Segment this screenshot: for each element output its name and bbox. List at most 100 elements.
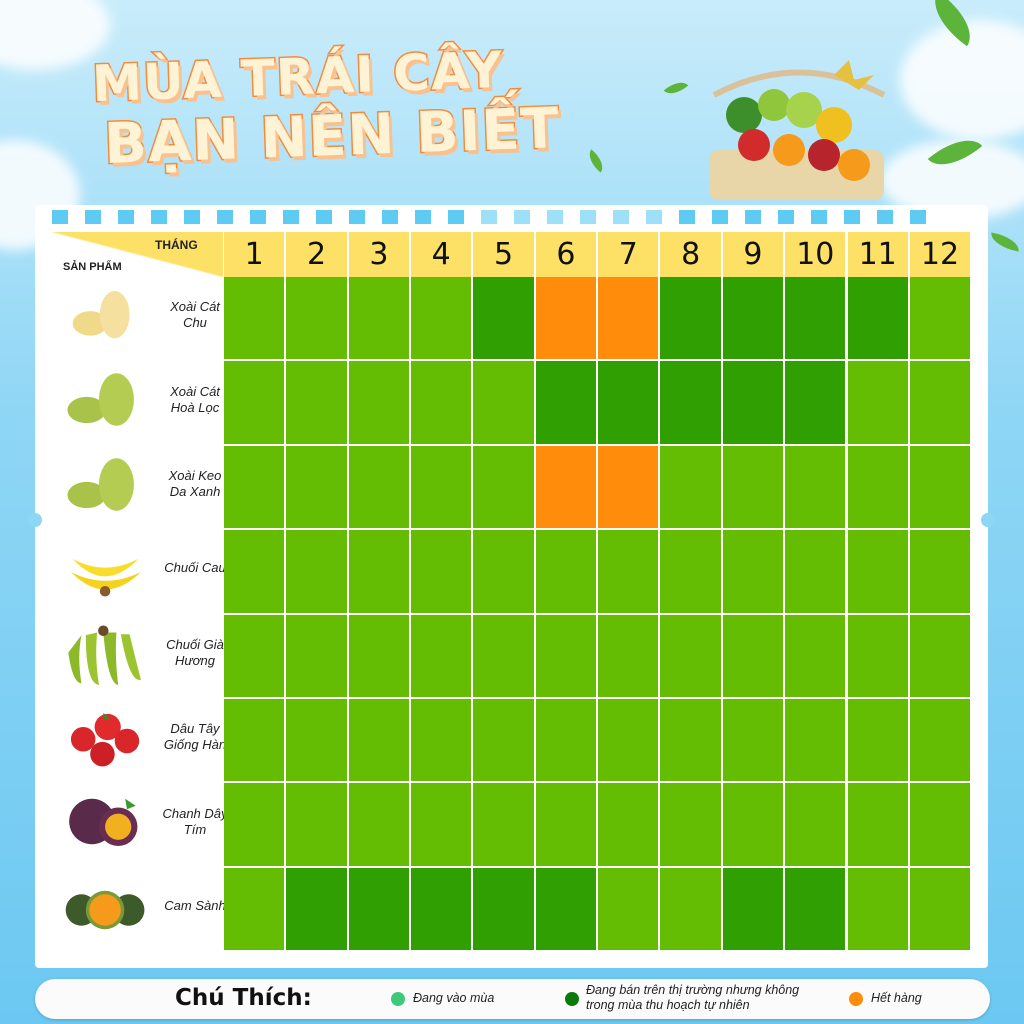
season-cell-sale	[473, 277, 534, 360]
season-cell-in	[348, 783, 410, 866]
passion-fruit-image	[69, 799, 138, 847]
season-cell-in	[411, 783, 472, 866]
season-cell-in	[722, 530, 784, 613]
product-name: Cam Sành	[164, 897, 226, 913]
border-dot	[415, 210, 431, 224]
season-cell-in	[286, 445, 347, 529]
border-dot	[481, 210, 497, 224]
border-dot	[910, 210, 926, 224]
season-cell-in	[224, 530, 285, 613]
product-name: Xoài Cát Chu	[170, 299, 220, 331]
season-cell-in	[785, 445, 846, 529]
season-cell-out	[535, 445, 597, 529]
border-dot	[613, 210, 629, 224]
season-cell-sale	[348, 867, 410, 951]
season-cell-in	[348, 277, 410, 360]
season-cell-sale	[785, 361, 846, 444]
month-header-9: 9	[722, 232, 784, 277]
legend-label-on-sale: Đang bán trên thị trường nhưng không tro…	[586, 983, 800, 1012]
season-cell-sale	[785, 277, 846, 360]
season-cell-sale	[847, 277, 908, 360]
season-cell-sale	[286, 867, 347, 951]
border-dot	[316, 210, 332, 224]
product-header-label: SẢN PHẨM	[63, 261, 122, 273]
season-cell-in	[722, 614, 784, 697]
border-dot	[712, 210, 728, 224]
season-cell-in	[785, 614, 846, 697]
strawberry-image	[70, 713, 140, 767]
season-cell-sale	[411, 867, 472, 951]
season-cell-in	[473, 361, 534, 444]
season-cell-in	[286, 277, 347, 360]
season-cell-in	[411, 361, 472, 444]
season-cell-in	[660, 783, 721, 866]
season-cell-sale	[660, 361, 721, 444]
season-cell-in	[660, 445, 721, 529]
card-notch	[28, 513, 42, 527]
card-notch	[981, 513, 995, 527]
green-mango-image	[67, 458, 134, 511]
fruit-basket-image	[709, 60, 886, 200]
border-dot	[184, 210, 200, 224]
season-cell-in	[847, 783, 908, 866]
border-dot	[52, 210, 68, 224]
season-cell-in	[286, 361, 347, 444]
season-cell-sale	[473, 867, 534, 951]
header-corner	[52, 232, 223, 277]
season-cell-in	[535, 699, 597, 782]
yellow-mango-image	[72, 291, 130, 339]
season-cell-in	[286, 783, 347, 866]
season-cell-in	[909, 867, 971, 951]
month-header-6: 6	[535, 232, 597, 277]
green-banana-image	[68, 625, 141, 685]
legend-title: Chú Thích:	[175, 985, 312, 1011]
month-header-2: 2	[286, 232, 347, 277]
season-cell-in	[598, 783, 659, 866]
season-cell-in	[909, 530, 971, 613]
season-cell-in	[785, 530, 846, 613]
banana-image	[70, 559, 141, 597]
legend-bar: Chú Thích: Đang vào mùa Đang bán trên th…	[35, 979, 990, 1019]
month-header-10: 10	[785, 232, 846, 277]
leaf-decoration	[663, 76, 689, 100]
border-dot	[151, 210, 167, 224]
border-dot	[778, 210, 794, 224]
month-header-5: 5	[473, 232, 534, 277]
season-cell-in	[909, 277, 971, 360]
border-dot	[448, 210, 464, 224]
season-cell-out	[598, 277, 659, 360]
product-name: Chuối Cau	[164, 560, 226, 576]
season-cell-in	[909, 699, 971, 782]
border-dot	[679, 210, 695, 224]
month-header-12: 12	[909, 232, 971, 277]
season-cell-in	[598, 867, 659, 951]
month-header-11: 11	[847, 232, 908, 277]
season-cell-in	[722, 699, 784, 782]
season-cell-in	[411, 445, 472, 529]
season-cell-in	[473, 783, 534, 866]
season-cell-in	[473, 614, 534, 697]
season-cell-in	[224, 614, 285, 697]
product-name: Xoài Keo Da Xanh	[168, 467, 222, 499]
border-dot	[349, 210, 365, 224]
season-cell-sale	[785, 867, 846, 951]
season-cell-in	[785, 699, 846, 782]
season-cell-in	[785, 783, 846, 866]
season-cell-out	[598, 445, 659, 529]
border-dot	[811, 210, 827, 224]
orange-image	[65, 890, 145, 930]
month-header-7: 7	[598, 232, 659, 277]
season-cell-in	[348, 445, 410, 529]
season-cell-in	[847, 614, 908, 697]
season-cell-in	[722, 445, 784, 529]
legend-label-in-season: Đang vào mùa	[413, 991, 495, 1005]
season-cell-in	[660, 530, 721, 613]
season-cell-in	[224, 699, 285, 782]
border-dot	[514, 210, 530, 224]
legend-label-out-of-stock: Hết hàng	[871, 991, 922, 1005]
legend-dot-in-season	[391, 992, 405, 1006]
border-dot	[118, 210, 134, 224]
season-cell-in	[286, 614, 347, 697]
month-header-3: 3	[348, 232, 410, 277]
season-cell-in	[224, 445, 285, 529]
